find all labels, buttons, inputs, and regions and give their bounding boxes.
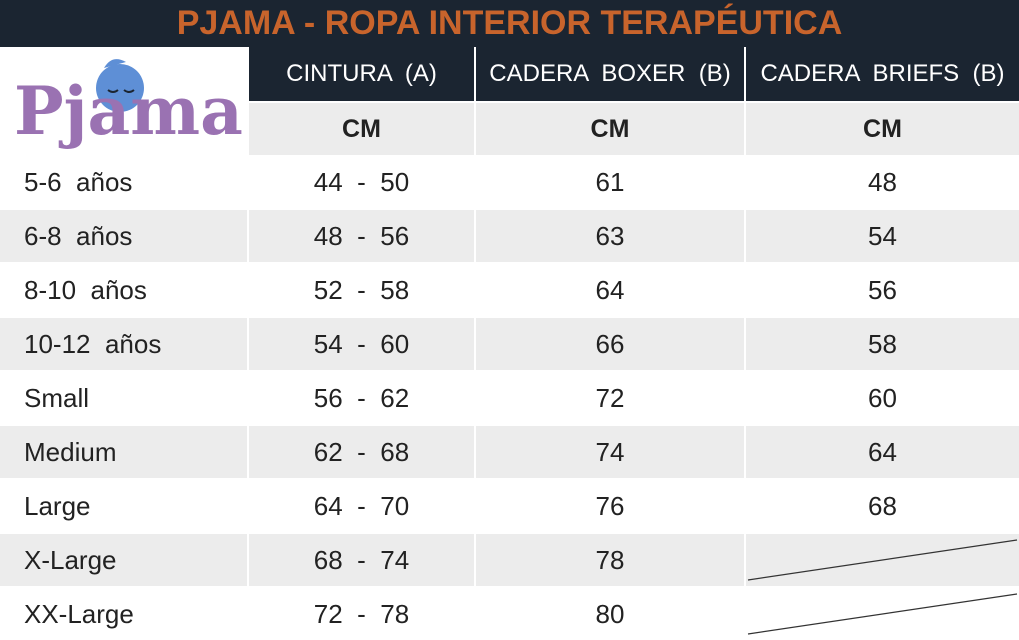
measure-cell: 74	[476, 426, 744, 478]
measure-cell: 61	[595, 166, 625, 197]
size-label: Medium	[0, 426, 247, 478]
logo-eyes	[107, 89, 135, 93]
size-label: Small	[24, 382, 90, 413]
logo-tuft	[104, 59, 126, 68]
measure-cell: 54 - 60	[249, 318, 474, 370]
measure-cell: 66	[476, 318, 744, 370]
title: PJAMA - ROPA INTERIOR TERAPÉUTICA	[0, 0, 1019, 47]
measure-cell: 78	[476, 534, 744, 586]
column-header: CADERA BRIEFS (B)	[746, 47, 1019, 101]
measure-cell: 44 - 50	[313, 166, 410, 197]
column-header: CADERA BOXER (B)	[476, 47, 744, 101]
unit-header: CM	[476, 103, 744, 155]
unit-header: CM	[249, 103, 474, 155]
measure-cell: 60	[868, 382, 897, 413]
measure-cell: 68 - 74	[249, 534, 474, 586]
size-label: 6-8 años	[0, 210, 247, 262]
size-label: XX-Large	[24, 598, 134, 629]
measure-cell: 80	[595, 598, 625, 629]
size-label: Large	[24, 490, 91, 521]
measure-cell	[746, 534, 1019, 586]
measure-cell: 64 - 70	[313, 490, 410, 521]
measure-cell: 72 - 78	[313, 598, 410, 629]
empty-slash	[747, 593, 1018, 635]
measure-cell: 72	[595, 382, 625, 413]
size-label: X-Large	[0, 534, 247, 586]
measure-cell: 54	[746, 210, 1019, 262]
measure-cell: 52 - 58	[313, 274, 410, 305]
unit-header: CM	[746, 103, 1019, 155]
measure-cell: 64	[595, 274, 625, 305]
size-label: 10-12 años	[0, 318, 247, 370]
measure-cell: 58	[746, 318, 1019, 370]
measure-cell: 48 - 56	[249, 210, 474, 262]
measure-cell: 76	[595, 490, 625, 521]
slash-line	[747, 539, 1018, 581]
measure-cell: 48	[868, 166, 897, 197]
logo: Pjama	[14, 59, 243, 150]
measure-cell: 68	[868, 490, 897, 521]
size-label: 8-10 años	[24, 274, 147, 305]
empty-slash	[747, 539, 1018, 581]
measure-cell	[746, 588, 1019, 640]
measure-cell: 56	[868, 274, 897, 305]
size-label: 5-6 años	[24, 166, 133, 197]
slash-line	[747, 593, 1018, 635]
measure-cell: 64	[746, 426, 1019, 478]
measure-cell: 63	[476, 210, 744, 262]
measure-cell: 62 - 68	[249, 426, 474, 478]
logo-blob	[96, 64, 144, 112]
measure-cell: 56 - 62	[313, 382, 410, 413]
column-header: CINTURA (A)	[249, 47, 474, 101]
logo-text: Pjama	[14, 72, 243, 150]
